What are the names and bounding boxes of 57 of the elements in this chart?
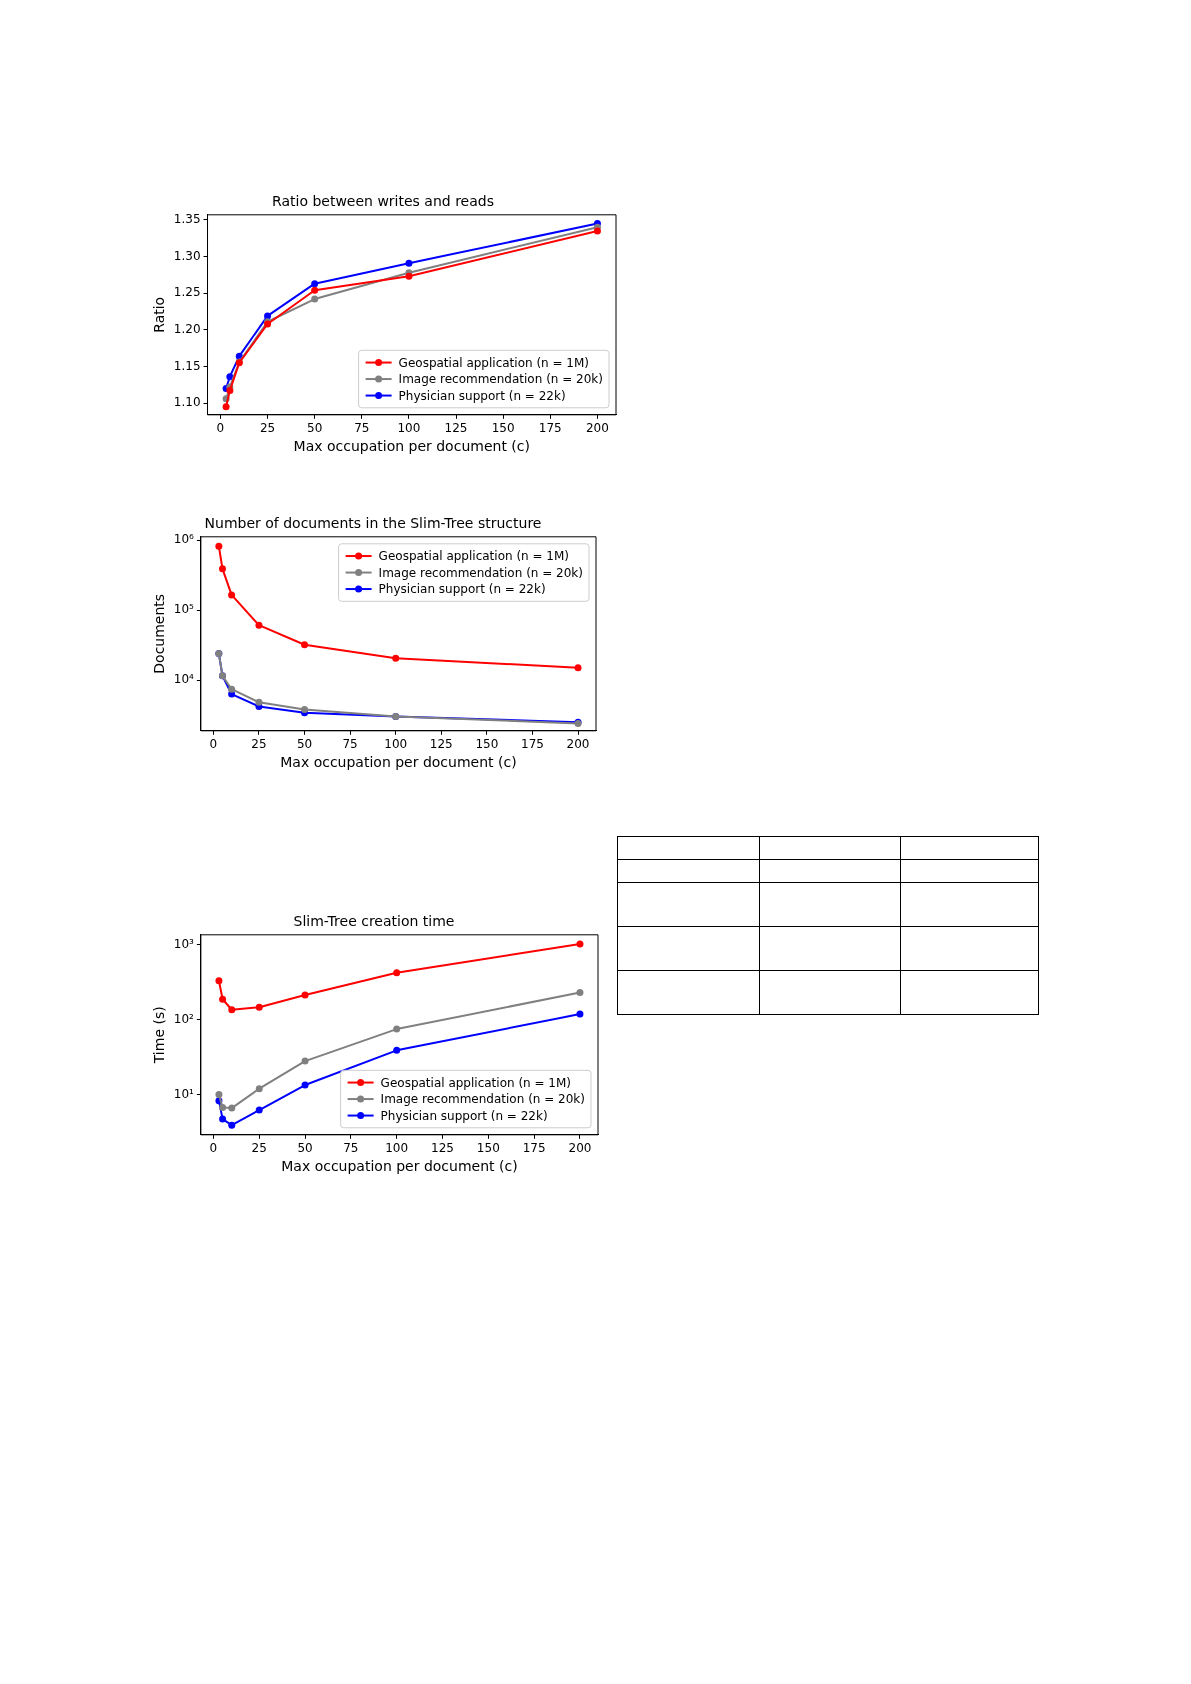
x-tick-label: 25 [259, 421, 276, 436]
x-tick-label: 200 [568, 1141, 592, 1156]
x-tick-label: 150 [475, 737, 499, 752]
y-tick-label: 10¹ [173, 1086, 195, 1101]
x-tick-label: 200 [585, 421, 609, 436]
x-tick-label: 150 [491, 421, 515, 436]
x-tick-label: 0 [216, 421, 225, 436]
x-tick-label: 100 [384, 737, 408, 752]
chart-title: Ratio between writes and reads [272, 193, 494, 210]
y-tick-label: 1.35 [173, 212, 201, 227]
legend-label: Geospatial application (n = 1M) [378, 549, 570, 564]
y-tick-label: 1.20 [173, 321, 201, 336]
legend-label: Image recommendation (n = 20k) [380, 1092, 586, 1107]
x-tick-label: 75 [342, 737, 358, 752]
y-axis-title: Time (s) [151, 1006, 168, 1065]
x-tick-label: 50 [297, 1141, 313, 1156]
x-tick-label: 0 [209, 737, 218, 752]
y-axis-title: Ratio [151, 296, 168, 333]
x-tick-label: 25 [251, 737, 267, 752]
x-tick-label: 175 [522, 1141, 546, 1156]
x-tick-label: 125 [444, 421, 468, 436]
y-tick-label: 1.15 [173, 358, 201, 373]
legend-label: Image recommendation (n = 20k) [378, 565, 584, 580]
chart-title: Number of documents in the Slim-Tree structure [204, 515, 542, 532]
x-tick-label: 100 [385, 1141, 409, 1156]
legend-label: Physician support (n = 22k) [380, 1108, 548, 1123]
x-axis-title: Max occupation per document (c) [293, 438, 530, 455]
y-tick-label: 10² [173, 1011, 195, 1026]
legend-label: Physician support (n = 22k) [378, 582, 546, 597]
x-tick-label: 125 [429, 737, 453, 752]
legend-label: Image recommendation (n = 20k) [398, 372, 604, 387]
chart-title: Slim-Tree creation time [293, 913, 455, 930]
x-tick-label: 25 [251, 1141, 267, 1156]
x-tick-label: 0 [209, 1141, 218, 1156]
x-tick-label: 150 [476, 1141, 500, 1156]
x-axis-title: Max occupation per document (c) [281, 1158, 518, 1175]
legend-label: Geospatial application (n = 1M) [380, 1075, 572, 1090]
y-tick-label: 1.25 [173, 285, 201, 300]
x-tick-label: 50 [307, 421, 323, 436]
y-tick-label: 1.10 [173, 395, 201, 410]
x-tick-label: 75 [343, 1141, 359, 1156]
y-tick-label: 10⁵ [173, 602, 195, 617]
x-axis-title: Max occupation per document (c) [280, 754, 517, 771]
y-tick-label: 1.30 [173, 248, 201, 263]
x-tick-label: 100 [397, 421, 421, 436]
legend-label: Geospatial application (n = 1M) [398, 355, 590, 370]
legend-label: Physician support (n = 22k) [398, 388, 566, 403]
x-tick-label: 175 [538, 421, 562, 436]
x-tick-label: 125 [431, 1141, 454, 1156]
x-tick-label: 175 [521, 737, 544, 752]
x-tick-label: 50 [296, 737, 313, 752]
y-tick-label: 10⁴ [173, 672, 195, 687]
x-tick-label: 200 [566, 737, 590, 752]
y-tick-label: 10⁶ [173, 532, 195, 547]
y-axis-title: Documents [151, 593, 168, 674]
x-tick-label: 75 [354, 421, 370, 436]
y-tick-label: 10³ [173, 937, 195, 952]
